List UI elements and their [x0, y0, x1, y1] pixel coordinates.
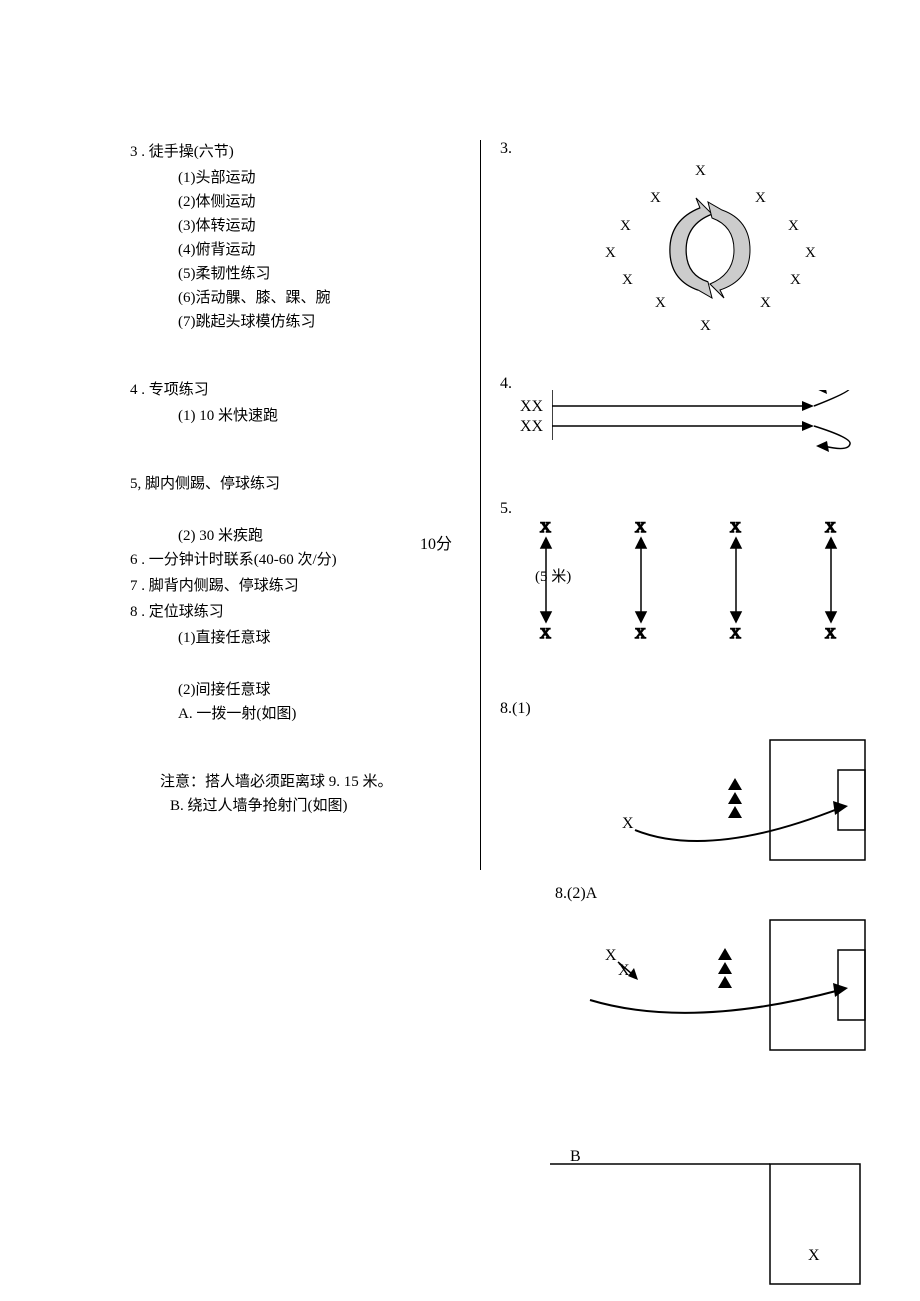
- diagram-4-label: 4.: [500, 375, 512, 393]
- item-7-dot: .: [138, 578, 146, 594]
- diagram-B: X: [550, 1150, 870, 1300]
- item-5: 5, 脚内侧踢、停球练习: [130, 472, 450, 496]
- item-3-sub5: (5)柔韧性练习: [130, 262, 450, 286]
- diagram-3-x: X: [650, 190, 661, 207]
- diagram-81-label: 8.(1): [500, 700, 531, 718]
- item-4-sub1: (1) 10 米快速跑: [130, 404, 450, 428]
- item-3: 3 . 徒手操(六节): [130, 140, 450, 164]
- item-4: 4 . 专项练习: [130, 378, 450, 402]
- item-3-sub2: (2)体侧运动: [130, 190, 450, 214]
- diagram-82A: X X: [550, 910, 870, 1070]
- svg-text:X: X: [635, 626, 646, 642]
- item-8: 8 . 定位球练习: [130, 600, 450, 624]
- note-wall: 注意：搭人墙必须距离球 9. 15 米。: [130, 770, 450, 794]
- item-4-title: 专项练习: [149, 382, 209, 398]
- item-8-B: B. 绕过人墙争抢射门(如图): [130, 794, 450, 818]
- item-3-num: 3: [130, 144, 138, 160]
- item-8-sub1: (1)直接任意球: [130, 626, 450, 650]
- item-6-dot: .: [138, 552, 146, 568]
- diagram-5-arrows: X X X X X X X: [520, 520, 870, 650]
- svg-text:X: X: [605, 947, 617, 964]
- diagram-3-x: X: [655, 295, 666, 312]
- diagram-3-x: X: [700, 318, 711, 335]
- diagram-3-x: X: [788, 218, 799, 235]
- diagram-3-x: X: [790, 272, 801, 289]
- diagram-3-label: 3.: [500, 140, 512, 158]
- diagram-3-x: X: [755, 190, 766, 207]
- svg-text:X: X: [825, 520, 836, 536]
- item-5-sub2: (2) 30 米疾跑: [130, 524, 450, 548]
- diagram-3-x: X: [605, 245, 616, 262]
- item-6: 6 . 一分钟计时联系(40-60 次/分): [130, 548, 450, 572]
- item-3-title: 徒手操(六节): [149, 144, 234, 160]
- svg-text:X: X: [540, 520, 551, 536]
- item-7-title: 脚背内侧踢、停球练习: [149, 578, 299, 594]
- diagram-4-lines: [552, 390, 862, 460]
- svg-text:X: X: [540, 626, 551, 642]
- diagram-4-xx1: XX: [520, 398, 543, 416]
- item-3-sub3: (3)体转运动: [130, 214, 450, 238]
- diagram-5-label: 5.: [500, 500, 512, 518]
- diagram-3-x: X: [695, 163, 706, 180]
- item-7-num: 7: [130, 578, 138, 594]
- diagram-3-x: X: [620, 218, 631, 235]
- item-7: 7 . 脚背内侧踢、停球练习: [130, 574, 450, 598]
- svg-text:X: X: [730, 520, 741, 536]
- item-3-sub1: (1)头部运动: [130, 166, 450, 190]
- item-4-num: 4: [130, 382, 138, 398]
- item-8-dot: .: [138, 604, 146, 620]
- item-8-num: 8: [130, 604, 138, 620]
- svg-text:X: X: [730, 626, 741, 642]
- item-8-title: 定位球练习: [149, 604, 224, 620]
- diagram-3-x: X: [805, 245, 816, 262]
- left-column: 3 . 徒手操(六节) (1)头部运动 (2)体侧运动 (3)体转运动 (4)俯…: [130, 140, 450, 818]
- time-label: 10分: [420, 530, 452, 554]
- item-3-sub4: (4)俯背运动: [130, 238, 450, 262]
- item-3-dot: .: [138, 144, 146, 160]
- item-8-sub2: (2)间接任意球: [130, 678, 450, 702]
- item-6-title: 一分钟计时联系(40-60 次/分): [149, 552, 337, 568]
- svg-text:X: X: [635, 520, 646, 536]
- diagram-3-x: X: [622, 272, 633, 289]
- svg-text:X: X: [825, 626, 836, 642]
- svg-text:X: X: [808, 1247, 820, 1264]
- diagram-3-x: X: [760, 295, 771, 312]
- diagram-82A-label: 8.(2)A: [555, 885, 597, 903]
- item-3-sub7: (7)跳起头球模仿练习: [130, 310, 450, 334]
- svg-text:X: X: [622, 815, 634, 832]
- item-6-num: 6: [130, 552, 138, 568]
- column-divider: [480, 140, 481, 870]
- item-3-sub6: (6)活动髁、膝、踝、腕: [130, 286, 450, 310]
- diagram-81: X: [560, 730, 870, 870]
- item-4-dot: .: [138, 382, 146, 398]
- item-8-A: A. 一拨一射(如图): [130, 702, 450, 726]
- diagram-4-xx2: XX: [520, 418, 543, 436]
